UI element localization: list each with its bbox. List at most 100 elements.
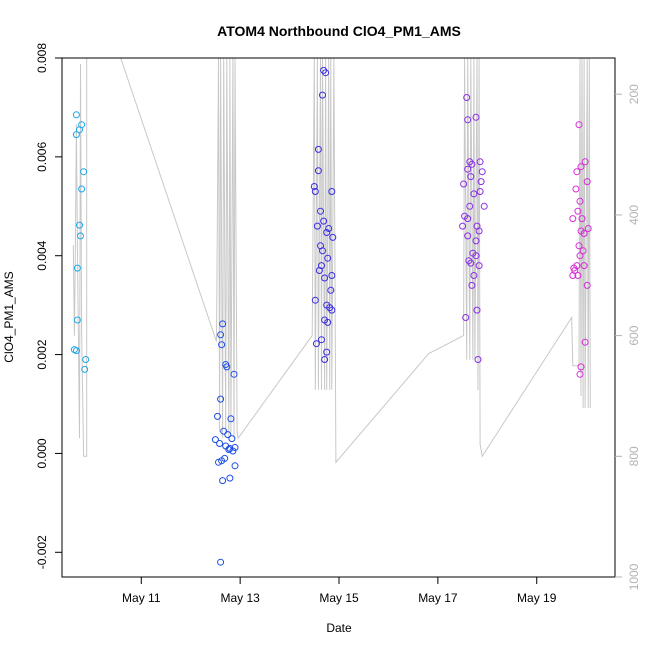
data-point: [575, 242, 583, 250]
data-point: [472, 113, 480, 121]
data-point: [577, 163, 585, 171]
data-point: [319, 91, 326, 99]
data-point: [226, 474, 234, 482]
data-point: [464, 116, 472, 124]
data-point: [478, 168, 486, 176]
data-point: [569, 215, 577, 223]
y-axis-label: ClO4_PM1_AMS: [2, 271, 16, 362]
data-point: [580, 230, 588, 237]
data-point: [217, 331, 225, 339]
data-point: [473, 306, 481, 314]
data-point: [78, 185, 86, 193]
data-point: [576, 370, 584, 378]
data-point: [574, 207, 582, 215]
data-point: [460, 180, 468, 188]
data-point: [470, 272, 478, 279]
data-point: [577, 363, 585, 371]
data-point: [322, 69, 330, 77]
data-point: [219, 320, 227, 328]
data-point: [219, 477, 227, 485]
y-axis: -0.002 0.000 0.002 0.004 0.006 0.008: [35, 43, 63, 569]
data-point: [573, 168, 581, 176]
data-point: [225, 446, 233, 453]
data-point: [72, 347, 80, 355]
x-axis-label: Date: [326, 621, 352, 635]
data-point: [329, 233, 337, 241]
data-point: [328, 188, 336, 195]
data-point: [77, 232, 84, 240]
data-point: [477, 178, 485, 186]
data-point: [467, 173, 475, 181]
y-tick-label: 0.002: [35, 339, 49, 369]
data-point: [318, 336, 325, 344]
data-point: [214, 412, 221, 420]
data-point: [464, 232, 472, 240]
y2-tick-label: 400: [627, 205, 641, 225]
data-point: [321, 274, 329, 282]
data-point: [324, 254, 332, 262]
y-tick-label: 0.004: [35, 240, 49, 270]
data-point: [472, 252, 480, 260]
data-point: [224, 431, 232, 439]
data-point: [464, 165, 472, 173]
data-point: [228, 435, 236, 443]
y-tick-label: 0.000: [35, 438, 49, 468]
data-point: [314, 167, 322, 175]
data-point: [324, 318, 332, 326]
data-point: [328, 306, 336, 314]
y2-tick-label: 1000: [627, 563, 641, 590]
data-point: [314, 145, 322, 153]
data-point: [82, 356, 90, 363]
data-point: [583, 178, 591, 186]
data-point: [220, 427, 228, 435]
data-point: [319, 247, 326, 255]
plot-frame: [61, 57, 616, 578]
data-point: [569, 272, 577, 279]
x-axis: May 11 May 13 May 15 May 17 May 19: [122, 576, 557, 605]
data-point: [312, 340, 320, 348]
x-tick-label: May 15: [319, 591, 359, 605]
data-point: [311, 188, 319, 195]
data-point: [468, 160, 476, 168]
data-point: [459, 222, 467, 230]
data-point: [217, 395, 225, 403]
data-point: [315, 267, 323, 274]
data-point: [216, 440, 224, 447]
data-point: [325, 225, 333, 232]
data-point: [476, 158, 484, 166]
data-point: [80, 168, 88, 176]
data-point: [581, 338, 589, 346]
chart-title: ATOM4 Northbound ClO4_PM1_AMS: [217, 23, 461, 39]
data-point: [475, 227, 483, 235]
data-point: [467, 259, 475, 267]
data-point: [310, 183, 318, 190]
y-tick-label: -0.002: [35, 535, 49, 569]
data-point: [575, 121, 583, 129]
data-point: [323, 229, 331, 236]
altitude-line-layer: [72, 58, 591, 464]
data-point: [227, 415, 235, 423]
data-point: [313, 222, 321, 230]
y-tick-label: 0.006: [35, 142, 49, 172]
x-tick-label: May 17: [418, 591, 458, 605]
data-point: [323, 348, 331, 356]
data-point: [475, 262, 483, 270]
data-point: [317, 207, 324, 215]
data-point: [311, 296, 319, 304]
x-tick-label: May 13: [220, 591, 260, 605]
data-point: [476, 188, 484, 195]
x-tick-label: May 19: [517, 591, 557, 605]
data-point: [583, 281, 591, 289]
data-point: [584, 225, 592, 232]
secondary-y-axis: 200 400 600 800 1000: [615, 84, 641, 590]
data-point: [229, 447, 237, 455]
data-point: [474, 356, 482, 363]
data-point: [73, 264, 81, 272]
data-point: [570, 264, 578, 272]
data-point: [468, 281, 476, 289]
data-point: [320, 217, 328, 225]
data-point: [579, 247, 587, 255]
data-point: [76, 221, 83, 229]
data-point: [218, 457, 226, 465]
